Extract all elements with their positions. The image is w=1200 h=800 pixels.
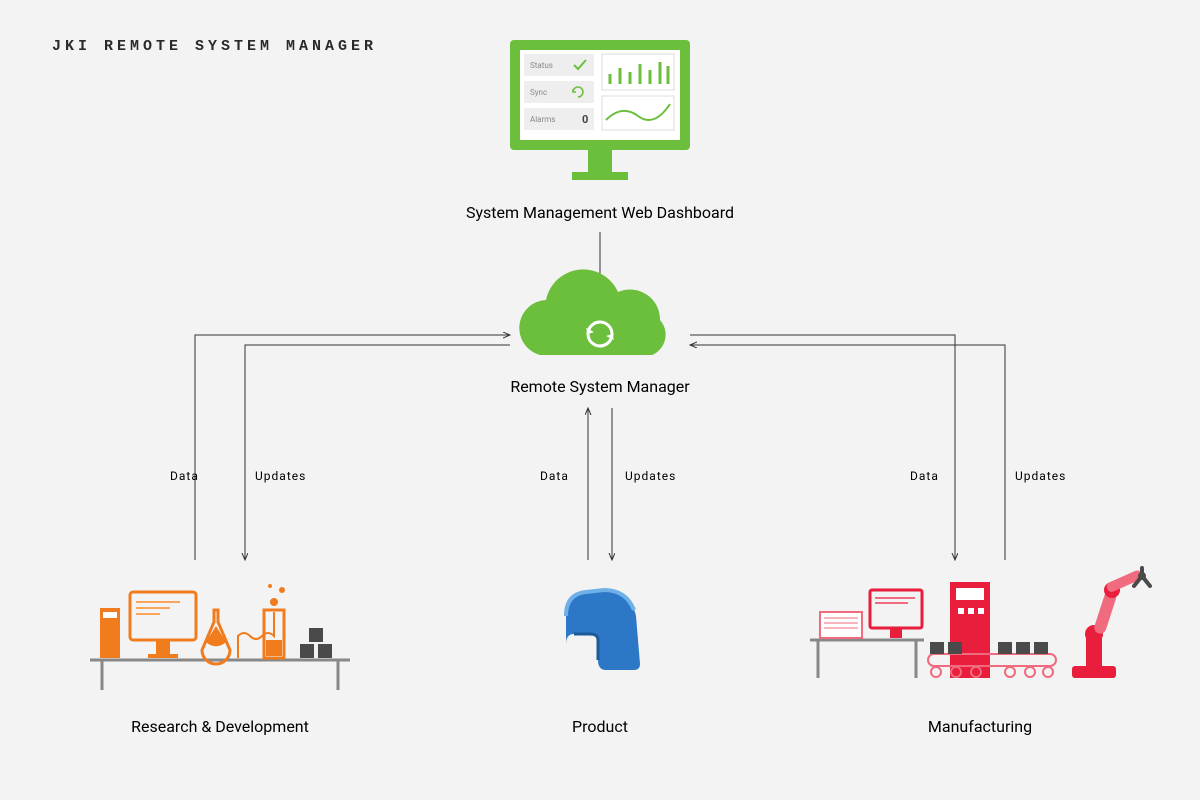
edge-mfg-data-label: Data (910, 469, 939, 483)
dashboard-node: Status Sync Alarms 0 (510, 40, 690, 180)
mfg-label: Manufacturing (928, 717, 1032, 736)
edge-product-data-label: Data (540, 469, 569, 483)
product-node (566, 590, 640, 670)
dashboard-row-status-label: Status (530, 61, 553, 70)
edge-mfg: Data Updates (690, 335, 1066, 560)
edge-product: Data Updates (540, 408, 676, 560)
rd-node (90, 584, 350, 690)
dashboard-row-alarms-value: 0 (582, 113, 588, 126)
mfg-node (810, 568, 1150, 678)
product-label: Product (572, 717, 628, 736)
cloud-node (519, 269, 665, 355)
robot-arm-icon (1072, 568, 1150, 678)
cloud-label: Remote System Manager (510, 377, 690, 396)
edge-product-updates-label: Updates (625, 469, 676, 483)
architecture-diagram: Status Sync Alarms 0 (0, 0, 1200, 800)
edge-rd: Data Updates (170, 335, 510, 560)
edge-rd-updates-label: Updates (255, 469, 306, 483)
edge-rd-data-label: Data (170, 469, 199, 483)
edge-mfg-updates-label: Updates (1015, 469, 1066, 483)
rd-label: Research & Development (131, 717, 309, 736)
dashboard-row-alarms-label: Alarms (530, 115, 555, 124)
dashboard-label: System Management Web Dashboard (466, 203, 734, 222)
dashboard-row-sync-label: Sync (530, 88, 547, 97)
